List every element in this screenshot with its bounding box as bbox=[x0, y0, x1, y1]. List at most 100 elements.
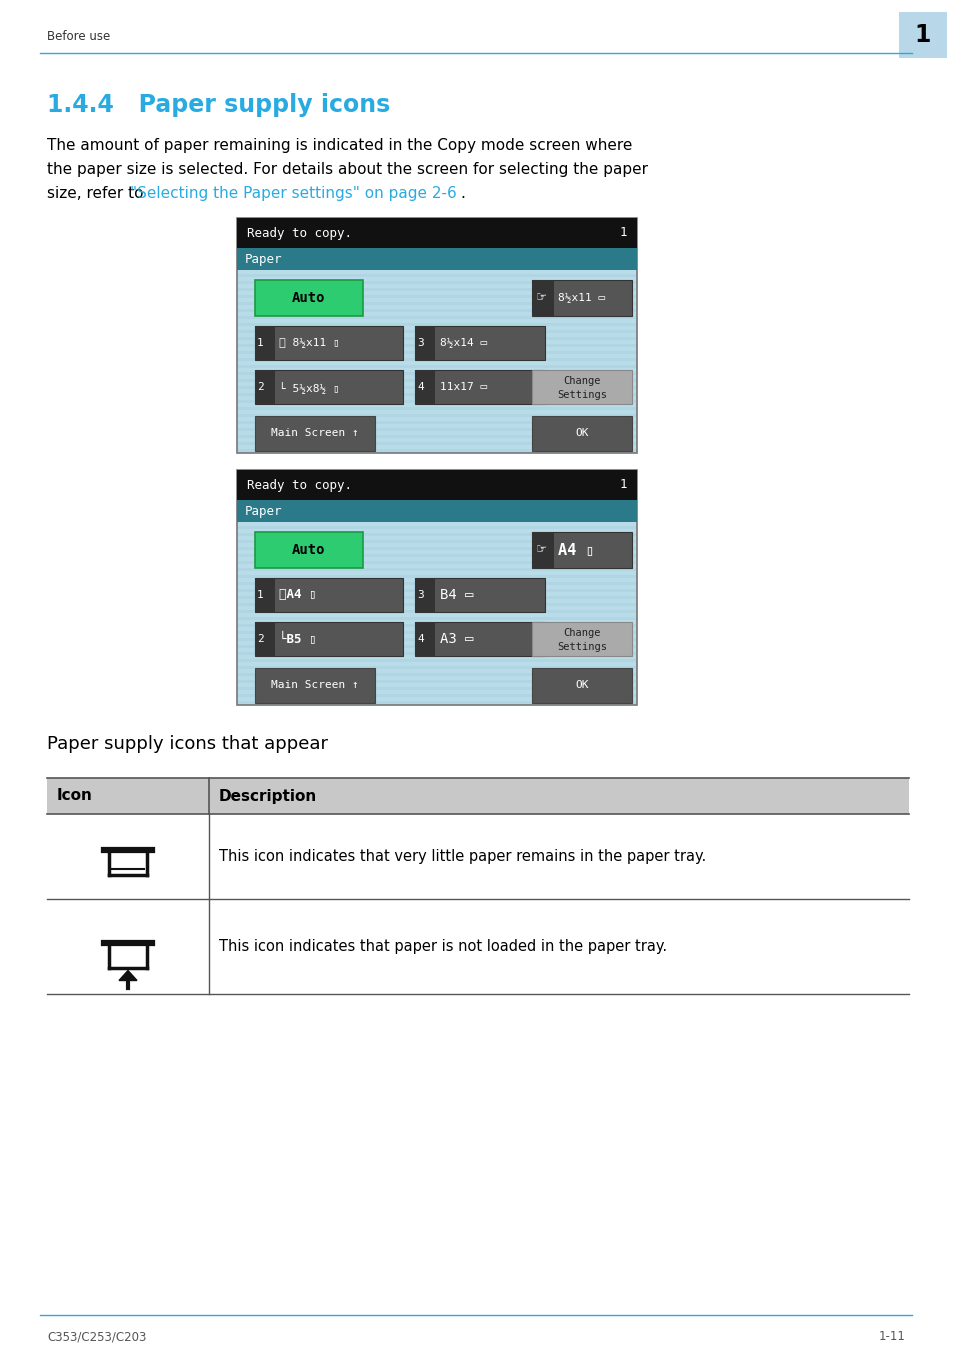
Text: ⤓ 8½x11 ▯: ⤓ 8½x11 ▯ bbox=[278, 338, 339, 348]
Bar bbox=[237, 568, 636, 571]
Bar bbox=[237, 239, 636, 242]
Text: This icon indicates that very little paper remains in the paper tray.: This icon indicates that very little pap… bbox=[219, 849, 705, 864]
Bar bbox=[237, 518, 636, 522]
Bar bbox=[237, 379, 636, 382]
Bar bbox=[254, 578, 274, 612]
Bar bbox=[237, 505, 636, 508]
Bar bbox=[237, 400, 636, 404]
Bar bbox=[237, 617, 636, 620]
Bar bbox=[237, 364, 636, 369]
Bar bbox=[47, 778, 908, 814]
Text: Paper supply icons that appear: Paper supply icons that appear bbox=[47, 734, 328, 753]
Text: "Selecting the Paper settings" on page 2-6: "Selecting the Paper settings" on page 2… bbox=[130, 186, 456, 201]
Text: └B5 ▯: └B5 ▯ bbox=[278, 633, 316, 645]
Text: Change: Change bbox=[562, 628, 600, 639]
Text: 1: 1 bbox=[618, 227, 626, 239]
Bar bbox=[236, 470, 637, 705]
Bar bbox=[415, 622, 435, 656]
Bar bbox=[237, 296, 636, 298]
Text: 1.4.4   Paper supply icons: 1.4.4 Paper supply icons bbox=[47, 93, 390, 117]
Text: Description: Description bbox=[219, 788, 317, 803]
Bar bbox=[237, 659, 636, 662]
Bar bbox=[415, 578, 435, 612]
Bar bbox=[254, 622, 402, 656]
Bar bbox=[236, 248, 637, 270]
Bar bbox=[237, 687, 636, 690]
Bar bbox=[532, 668, 631, 703]
Text: Paper: Paper bbox=[245, 252, 282, 266]
Bar bbox=[532, 532, 631, 568]
Bar bbox=[237, 485, 636, 487]
Bar bbox=[254, 325, 402, 360]
Bar bbox=[415, 578, 544, 612]
Bar bbox=[237, 701, 636, 703]
Text: 2: 2 bbox=[256, 634, 263, 644]
Bar bbox=[237, 533, 636, 536]
Text: 2: 2 bbox=[256, 382, 263, 391]
Bar bbox=[237, 316, 636, 319]
Bar bbox=[254, 578, 402, 612]
Bar bbox=[237, 435, 636, 437]
Text: .: . bbox=[459, 186, 464, 201]
Bar bbox=[254, 370, 402, 404]
Bar bbox=[237, 491, 636, 494]
Bar bbox=[237, 554, 636, 558]
Bar bbox=[532, 622, 631, 656]
Bar bbox=[237, 428, 636, 431]
Bar bbox=[532, 279, 631, 316]
Text: Settings: Settings bbox=[557, 643, 606, 652]
Text: Before use: Before use bbox=[47, 30, 111, 42]
Bar bbox=[236, 500, 637, 522]
Bar bbox=[237, 540, 636, 543]
Text: └ 5½x8½ ▯: └ 5½x8½ ▯ bbox=[278, 381, 339, 393]
Bar bbox=[237, 639, 636, 641]
Text: The amount of paper remaining is indicated in the Copy mode screen where: The amount of paper remaining is indicat… bbox=[47, 138, 632, 153]
Bar bbox=[237, 624, 636, 626]
Bar bbox=[532, 279, 554, 316]
Bar bbox=[254, 279, 363, 316]
Bar bbox=[237, 470, 636, 472]
Bar bbox=[237, 261, 636, 263]
Bar bbox=[254, 668, 375, 703]
Bar bbox=[237, 694, 636, 697]
Bar bbox=[237, 450, 636, 452]
Bar bbox=[237, 267, 636, 270]
Bar bbox=[254, 370, 274, 404]
Bar bbox=[237, 589, 636, 593]
Text: ☞: ☞ bbox=[536, 292, 547, 305]
Text: size, refer to: size, refer to bbox=[47, 186, 149, 201]
Text: 3: 3 bbox=[416, 338, 423, 348]
Bar bbox=[237, 338, 636, 340]
Bar bbox=[415, 370, 544, 404]
Bar bbox=[237, 652, 636, 655]
Bar bbox=[532, 370, 631, 404]
Bar bbox=[237, 252, 636, 256]
Bar bbox=[237, 575, 636, 578]
Bar bbox=[415, 622, 544, 656]
Text: 11x17 ▭: 11x17 ▭ bbox=[439, 382, 487, 391]
Text: 3: 3 bbox=[416, 590, 423, 599]
Bar bbox=[237, 351, 636, 354]
Text: C353/C253/C203: C353/C253/C203 bbox=[47, 1331, 146, 1343]
Bar bbox=[237, 323, 636, 325]
Bar bbox=[237, 309, 636, 312]
Text: Main Screen ↑: Main Screen ↑ bbox=[271, 428, 358, 439]
Bar bbox=[237, 477, 636, 481]
Bar bbox=[237, 526, 636, 529]
Bar bbox=[237, 562, 636, 564]
Bar bbox=[237, 288, 636, 292]
Text: 1: 1 bbox=[618, 478, 626, 491]
Bar bbox=[237, 645, 636, 648]
Bar bbox=[237, 232, 636, 235]
Text: A4 ▯: A4 ▯ bbox=[558, 543, 594, 558]
Bar bbox=[254, 622, 274, 656]
Text: 8½x14 ▭: 8½x14 ▭ bbox=[439, 338, 487, 348]
Text: Auto: Auto bbox=[292, 292, 325, 305]
Bar bbox=[237, 666, 636, 670]
Bar bbox=[237, 358, 636, 360]
Bar bbox=[237, 595, 636, 599]
Text: 1: 1 bbox=[256, 590, 263, 599]
Bar bbox=[237, 441, 636, 446]
Bar bbox=[237, 414, 636, 417]
Text: ☞: ☞ bbox=[536, 544, 547, 556]
